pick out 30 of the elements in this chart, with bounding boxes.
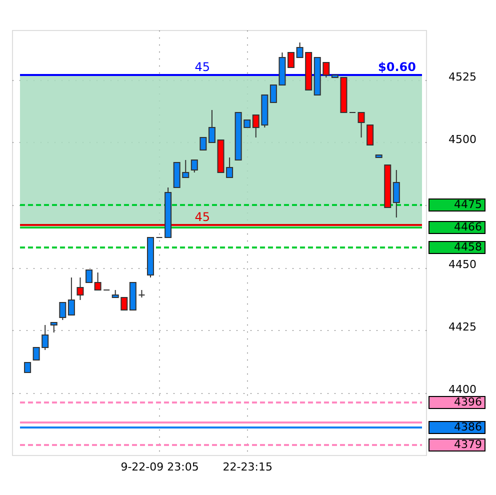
ref-line-label: 4466 (454, 220, 482, 234)
candlestick (288, 52, 295, 68)
ref-line-label: 4475 (454, 198, 482, 211)
y-tick-label: 4400 (448, 383, 476, 396)
candlestick (76, 277, 84, 300)
y-tick-label: 4425 (448, 320, 476, 334)
annotation: 45 (194, 60, 210, 74)
ref-line-label: 4396 (454, 396, 482, 408)
annotation: $0.60 (378, 60, 416, 74)
x-tick-label: 9-22-09 23:05 (120, 460, 199, 474)
candlestick (190, 160, 198, 173)
ref-line-label: 4458 (454, 240, 482, 254)
candlestick (86, 270, 93, 283)
candlestick (59, 302, 66, 320)
candlestick (94, 272, 102, 290)
candlestick (358, 112, 365, 138)
annotation: 45 (194, 210, 210, 224)
x-tick-label: 22-23:15 (222, 460, 272, 474)
candlestick (208, 110, 216, 143)
candlestick (50, 322, 58, 333)
y-tick-label: 4525 (448, 70, 476, 84)
y-tick-label: 4500 (448, 133, 476, 146)
candlestick (392, 170, 400, 218)
candlestick (200, 137, 207, 150)
ref-line-label: 4386 (454, 420, 482, 434)
candlestick (366, 124, 374, 146)
candlestick (68, 277, 75, 316)
y-tick-label: 4450 (448, 258, 476, 271)
candlestick (24, 362, 32, 373)
ref-line-label: 4379 (454, 438, 482, 451)
